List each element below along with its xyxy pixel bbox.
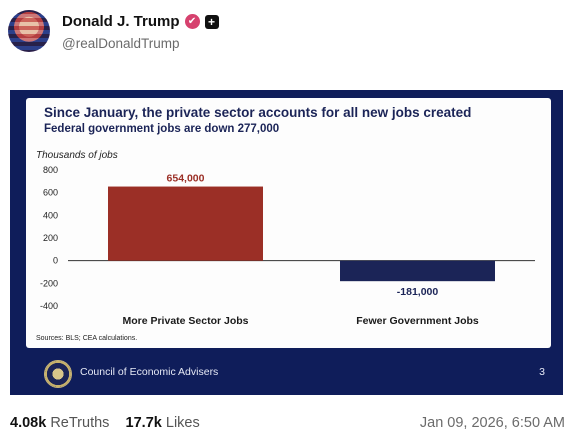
- cea-seal-icon: [44, 360, 72, 388]
- post-image[interactable]: Since January, the private sector accoun…: [10, 90, 563, 395]
- bar-chart: Thousands of jobs 8006004002000-200-400 …: [36, 150, 535, 342]
- category-label: More Private Sector Jobs: [122, 315, 248, 327]
- slide-title: Since January, the private sector accoun…: [44, 105, 472, 120]
- slide-subtitle: Federal government jobs are down 277,000: [44, 123, 280, 135]
- y-tick-label: 600: [43, 188, 58, 198]
- y-tick-label: 400: [43, 210, 58, 220]
- footer-label: Council of Economic Advisers: [80, 366, 219, 378]
- bar-data-label: -181,000: [397, 286, 439, 298]
- engagement-stats: 4.08k ReTruths 17.7k Likes: [10, 415, 200, 431]
- retruths-label[interactable]: ReTruths: [50, 415, 110, 431]
- display-name[interactable]: Donald J. Trump: [62, 13, 180, 30]
- bar-data-label: 654,000: [167, 173, 205, 185]
- bar-2: [340, 260, 495, 282]
- y-tick-label: -400: [40, 301, 58, 311]
- likes-count[interactable]: 17.7k: [125, 415, 162, 431]
- timestamp[interactable]: Jan 09, 2026, 6:50 AM: [419, 415, 565, 431]
- handle[interactable]: @realDonaldTrump: [62, 36, 180, 51]
- sources-note: Sources: BLS; CEA calculations.: [36, 335, 137, 342]
- y-tick-label: 800: [43, 165, 58, 175]
- slide-footer: Council of Economic Advisers 3: [26, 355, 551, 391]
- y-tick-label: -200: [40, 278, 58, 288]
- avatar[interactable]: [8, 10, 50, 52]
- category-label: Fewer Government Jobs: [356, 315, 479, 327]
- author-row: Donald J. Trump ✔ +: [62, 13, 219, 30]
- y-tick-label: 200: [43, 233, 58, 243]
- plus-badge-icon: +: [204, 14, 219, 29]
- likes-label[interactable]: Likes: [165, 415, 200, 431]
- retruths-count[interactable]: 4.08k: [10, 415, 47, 431]
- y-axis-label: Thousands of jobs: [36, 150, 118, 161]
- y-tick-label: 0: [53, 256, 58, 266]
- page-number: 3: [539, 366, 545, 378]
- bar-1: [108, 186, 263, 261]
- verified-badge-icon: ✔: [184, 14, 200, 29]
